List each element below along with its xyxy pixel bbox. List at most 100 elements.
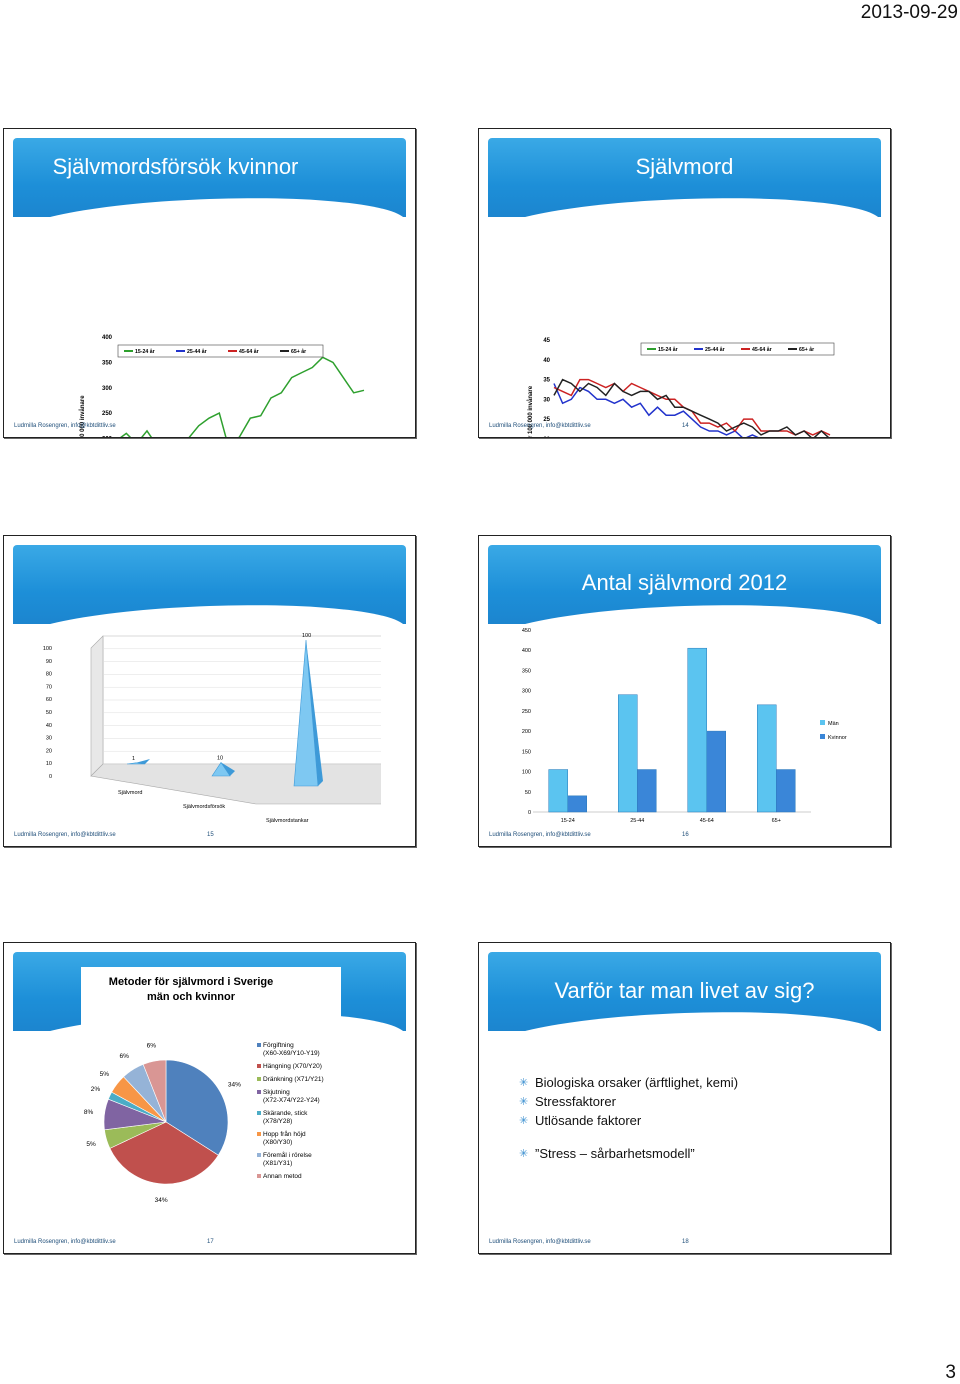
data-label: 6% [120, 1053, 130, 1060]
data-label: 8% [84, 1109, 94, 1116]
legend-label: Män [828, 721, 839, 727]
data-label: 5% [100, 1071, 110, 1078]
slide-title: Varför tar man livet av sig? [554, 978, 815, 1003]
y-tick-label: 250 [102, 411, 113, 417]
bullet-text: Utlösande faktorer [535, 1113, 642, 1128]
bullet-item: ✳ Utlösande faktorer [519, 1113, 738, 1128]
slide-header [13, 138, 406, 217]
legend [640, 342, 835, 356]
y-tick-label: 20 [46, 748, 52, 754]
data-label: 100 [302, 633, 311, 639]
asterisk-icon: ✳ [519, 1096, 529, 1108]
asterisk-icon: ✳ [519, 1148, 529, 1160]
slide-footer: Ludmilla Rosengren, info@kbtdittliv.se [14, 423, 116, 429]
series-line-45-64 år [553, 378, 831, 436]
y-tick-label: 400 [522, 648, 531, 654]
legend-swatch [257, 1064, 261, 1068]
slide-2: Självmord Antal fall per 100 000 invånar… [478, 128, 891, 438]
y-tick-label: 40 [46, 723, 52, 729]
slide-number: 17 [207, 1239, 214, 1245]
bullet-item: ✳ Stressfaktorer [519, 1094, 738, 1109]
y-tick-label: 30 [543, 397, 550, 403]
cone-shade [136, 759, 150, 764]
x-tick-label: 65+ [772, 818, 781, 824]
chart-title: män och kvinnor [147, 991, 236, 1003]
data-label: 5% [86, 1141, 96, 1148]
legend-swatch [820, 720, 825, 725]
y-tick-label: 35 [543, 378, 550, 384]
legend-swatch [257, 1174, 261, 1178]
legend-label: Hopp från höjd [263, 1130, 306, 1138]
y-axis-label: Antal fall per 100 000 invånare [527, 385, 534, 438]
cone-bar [211, 761, 231, 777]
legend-label: (X72-X74/Y22-Y24) [263, 1097, 320, 1104]
y-tick-label: 300 [522, 689, 531, 695]
legend-label: Dränkning (X71/Y21) [263, 1076, 324, 1083]
legend-swatch [257, 1090, 261, 1094]
cone-shade [306, 640, 323, 786]
side-wall [90, 635, 104, 777]
x-tick-label: Självmordstankar [266, 818, 309, 824]
y-tick-label: 10 [46, 761, 52, 767]
y-tick-label: 45 [543, 338, 550, 344]
bar-Män [757, 704, 777, 813]
pie-slice [165, 1059, 229, 1156]
slide-6: Varför tar man livet av sig? ✳ Biologiska… [478, 942, 891, 1254]
bar-Män [618, 694, 638, 813]
legend-label: 15-24 år [658, 346, 678, 353]
asterisk-icon: ✳ [519, 1077, 529, 1089]
data-label: 1 [132, 756, 135, 762]
x-tick-label: 25-44 [630, 818, 644, 824]
floor [90, 763, 381, 805]
legend-label: 65+ år [799, 346, 814, 353]
slide-number: 15 [207, 832, 214, 838]
slide-footer: Ludmilla Rosengren, info@kbtdittliv.se [489, 1239, 591, 1245]
data-label: 34% [228, 1081, 241, 1088]
x-tick-label: Självmordsförsök [183, 804, 225, 810]
slide-footer: Ludmilla Rosengren, info@kbtdittliv.se [14, 832, 116, 838]
series-line-65+ år [553, 378, 830, 437]
legend-label: Annan metod [263, 1173, 302, 1180]
legend-swatch [257, 1111, 261, 1115]
bar-Kvinnor [567, 795, 587, 813]
slide-header [488, 138, 881, 217]
chart-bar-2012: 0 50 100 150 200 250 300 350 400 450 15-24 25-44 45-… [511, 624, 856, 824]
legend-label: (X80/Y30) [263, 1139, 292, 1146]
y-tick-label: 40 [543, 358, 550, 364]
page-number: 3 [945, 1362, 956, 1383]
y-tick-label: 0 [49, 774, 52, 780]
y-tick-label: 90 [46, 659, 52, 665]
legend-swatch [257, 1077, 261, 1081]
pie-slice [109, 1121, 219, 1185]
y-tick-label: 50 [525, 790, 531, 796]
slide-number: 16 [682, 832, 689, 838]
slide-title: Självmordsförsök kvinnor [52, 154, 299, 179]
legend-label: (X60-X69/Y10-Y19) [263, 1050, 320, 1057]
legend-swatch [257, 1132, 261, 1136]
slide-1: Självmordsförsök kvinnor Antal fall per … [3, 128, 416, 438]
bullet-item: ✳ Biologiska orsaker (ärftlighet, kemi) [519, 1075, 738, 1090]
data-label: 6% [147, 1042, 157, 1049]
y-axis-label: Antal fall per 100 000 invånare [79, 395, 86, 438]
y-tick-label: 25 [543, 417, 550, 423]
slide-footer: Ludmilla Rosengren, info@kbtdittliv.se [489, 832, 591, 838]
legend-label: (X81/Y31) [263, 1160, 292, 1167]
legend-label: Skärande, stick [263, 1110, 308, 1117]
y-tick-label: 80 [46, 672, 52, 678]
series-line-15-24 år [120, 356, 365, 437]
legend-label: 45-64 år [752, 346, 772, 353]
slide-4: Antal självmord 2012 0 50 100 150 200 250 300 3… [478, 535, 891, 847]
bar-Män [548, 769, 568, 813]
cone-shade [221, 762, 235, 776]
legend-label: 15-24 år [135, 348, 155, 355]
slide-header [13, 545, 406, 624]
bar-Män [687, 647, 707, 813]
x-tick-label: 45-64 [700, 818, 714, 824]
legend-label: Föremål i rörelse [263, 1151, 312, 1159]
y-tick-label: 100 [43, 646, 52, 652]
bullet-list: ✳ Biologiska orsaker (ärftlighet, kemi) ✳… [519, 1075, 738, 1165]
slide-footer: Ludmilla Rosengren, info@kbtdittliv.se [14, 1239, 116, 1245]
asterisk-icon: ✳ [519, 1115, 529, 1127]
data-label: 34% [155, 1197, 168, 1204]
